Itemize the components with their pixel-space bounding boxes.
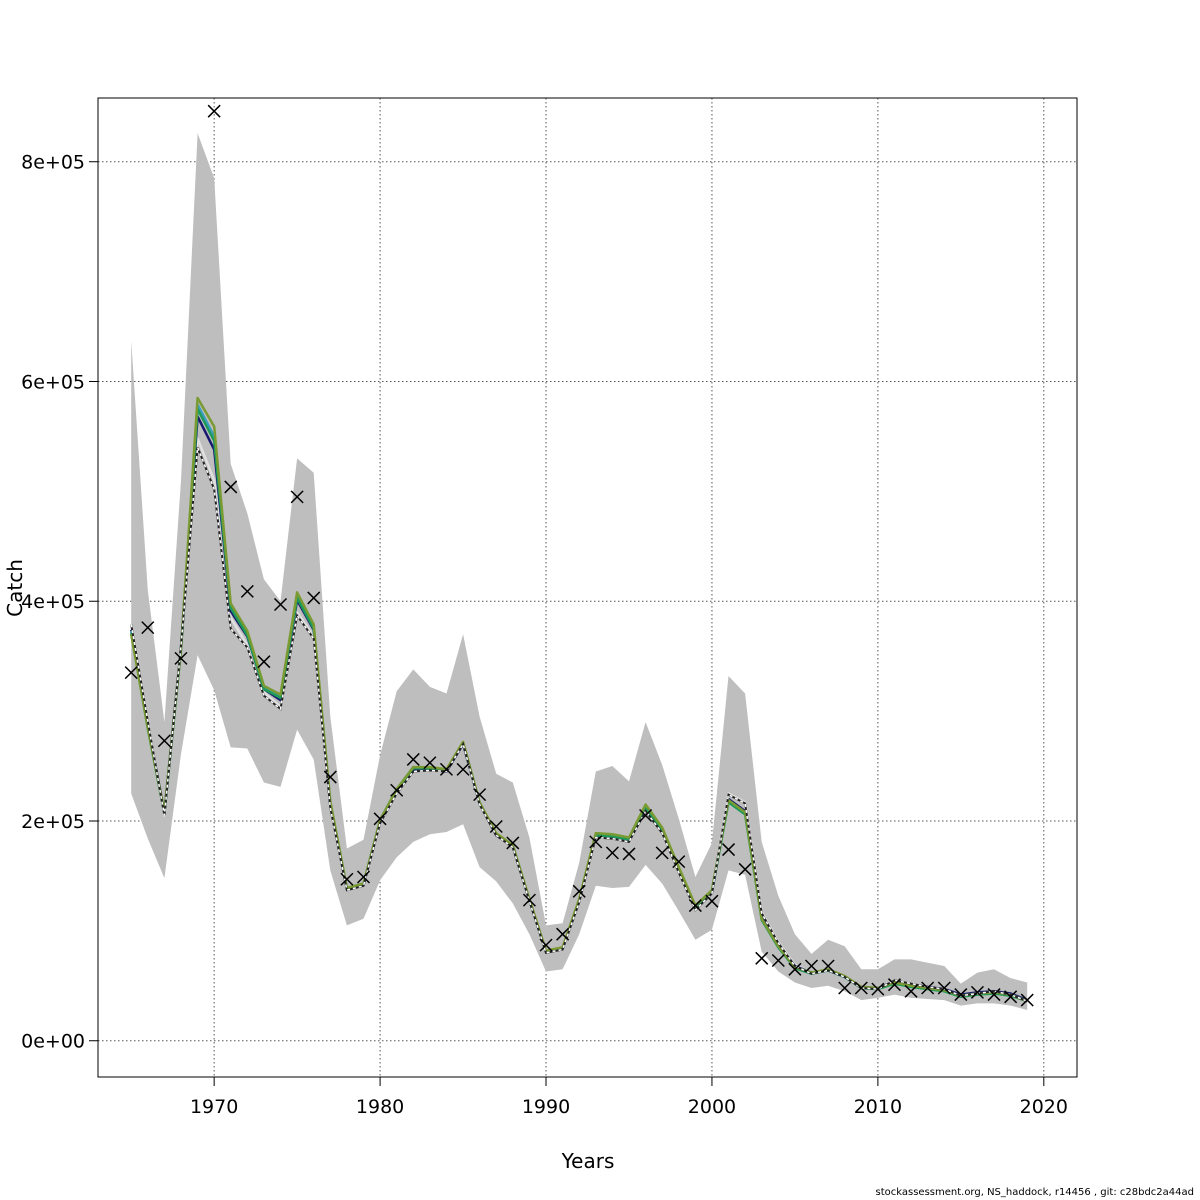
- observation-marker-2016: [970, 985, 984, 999]
- observation-marker-1977: [323, 770, 337, 784]
- observation-marker-2011: [887, 978, 902, 992]
- x-axis-title: Years: [561, 1149, 615, 1173]
- observation-marker-1988: [506, 836, 520, 850]
- observation-marker-1986: [473, 788, 487, 802]
- observation-marker-1992: [572, 884, 586, 898]
- x-tick-label-4: 2010: [854, 1096, 902, 1118]
- observation-marker-1974: [273, 598, 288, 612]
- observation-marker-1984: [439, 762, 453, 776]
- observation-marker-1979: [356, 870, 371, 884]
- observation-marker-2017: [987, 988, 1001, 1002]
- observation-marker-1995: [622, 847, 636, 861]
- observation-marker-1971: [224, 480, 238, 494]
- plot-frame: [97, 97, 1078, 1078]
- observation-marker-2010: [871, 982, 885, 996]
- y-tick-label-2: 4e+05: [21, 591, 85, 613]
- confidence-band-area: [131, 133, 1028, 1010]
- observation-marker-1983: [423, 756, 437, 770]
- y-tick-label-0: 0e+00: [21, 1031, 85, 1053]
- observation-marker-1982: [406, 752, 420, 766]
- observation-marker-1996: [639, 808, 653, 823]
- footer-credit: stockassessment.org, NS_haddock, r14456 …: [875, 1187, 1195, 1198]
- observation-marker-1978: [340, 872, 354, 886]
- series-line-5-dash: [130, 447, 1028, 1002]
- y-tick-label-1: 2e+05: [21, 811, 85, 833]
- observation-marker-1970: [207, 104, 221, 118]
- observation-marker-1980: [373, 812, 387, 826]
- observation-marker-2012: [904, 984, 918, 998]
- observation-markers: [124, 104, 1034, 1007]
- observation-marker-1997: [655, 846, 669, 860]
- observation-marker-1975: [290, 490, 304, 504]
- y-axis-title: Catch: [3, 559, 27, 617]
- observation-marker-1991: [556, 927, 570, 941]
- observation-marker-1994: [605, 846, 619, 860]
- observation-marker-2015: [954, 988, 968, 1002]
- x-tick-label-0: 1970: [190, 1096, 238, 1118]
- observation-marker-1968: [174, 651, 188, 665]
- confidence-band: [131, 133, 1028, 1010]
- y-tick-label-3: 6e+05: [21, 371, 85, 393]
- observation-marker-2014: [937, 981, 951, 995]
- observation-marker-2001: [722, 843, 736, 857]
- observation-marker-1976: [307, 591, 321, 605]
- observation-marker-2009: [854, 981, 868, 995]
- observation-marker-1981: [390, 783, 404, 797]
- observation-marker-2000: [705, 894, 719, 908]
- observation-marker-1993: [589, 835, 603, 849]
- observation-marker-2007: [821, 959, 835, 973]
- y-tick-label-4: 8e+05: [21, 152, 85, 174]
- observation-marker-2013: [921, 981, 935, 995]
- observation-marker-2005: [788, 962, 802, 976]
- observation-marker-1990: [539, 938, 553, 952]
- x-tick-label-1: 1980: [356, 1096, 404, 1118]
- x-tick-label-2: 1990: [522, 1096, 570, 1118]
- axes: 1970 1980 1990 2000 2010 2020 0e+00 2e+05 4e+05 6…: [21, 152, 1068, 1118]
- observation-marker-1987: [489, 819, 503, 834]
- observation-marker-2003: [755, 951, 769, 965]
- observation-marker-2002: [738, 862, 752, 876]
- observation-marker-1972: [240, 584, 254, 598]
- observation-marker-1985: [456, 762, 470, 776]
- observation-marker-2004: [771, 954, 785, 968]
- observation-marker-1973: [257, 655, 271, 669]
- observation-marker-1999: [688, 899, 702, 913]
- observation-marker-2018: [1004, 990, 1018, 1004]
- observation-marker-2019: [1020, 993, 1034, 1007]
- observation-marker-2006: [804, 959, 819, 973]
- observation-marker-1966: [141, 621, 155, 635]
- observation-marker-2008: [838, 981, 852, 995]
- observation-marker-1967: [157, 734, 171, 748]
- x-tick-label-5: 2020: [1020, 1096, 1068, 1118]
- x-tick-label-3: 2000: [688, 1096, 736, 1118]
- observation-marker-1965: [124, 666, 138, 680]
- observation-marker-1989: [522, 893, 536, 907]
- observation-marker-1998: [672, 855, 686, 869]
